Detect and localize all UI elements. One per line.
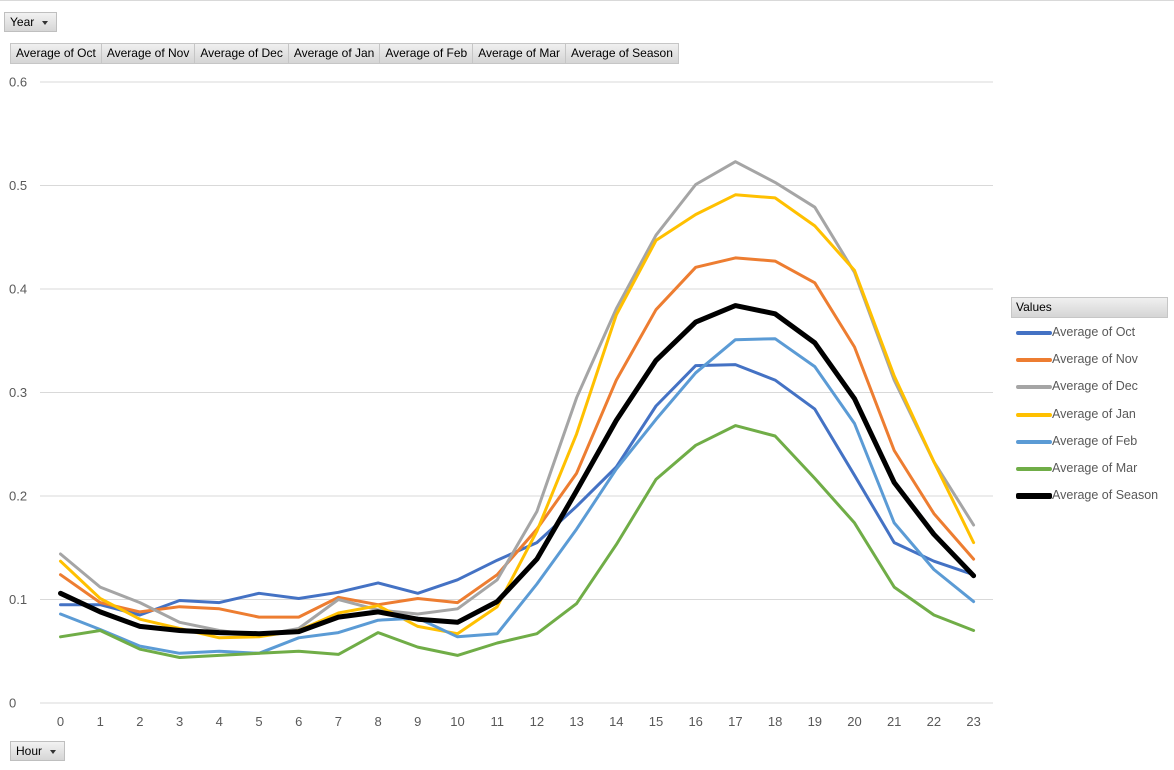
value-field-jan[interactable]: Average of Jan [288, 43, 381, 64]
series-line-average-of-mar[interactable] [59, 424, 976, 659]
x-axis-tick-labels: 0 1 2 3 4 5 6 7 8 9 10 11 12 13 14 15 16 17 18 19 20 21 22 23 [57, 714, 981, 729]
value-field-season[interactable]: Average of Season [566, 43, 679, 64]
x-tick-label: 20 [847, 714, 861, 729]
series-line-average-of-season[interactable] [58, 303, 977, 637]
y-tick-label: 0.6 [9, 75, 27, 90]
x-tick-label: 12 [530, 714, 544, 729]
legend-list: Average of Oct Average of Nov Average of D… [1011, 318, 1168, 508]
x-tick-label: 2 [136, 714, 143, 729]
x-tick-label: 14 [609, 714, 623, 729]
x-tick-label: 9 [414, 714, 421, 729]
x-tick-label: 17 [728, 714, 742, 729]
year-filter-label: Year [10, 15, 35, 29]
y-axis-tick-labels: 0 0.1 0.2 0.3 0.4 0.5 0.6 [9, 75, 27, 711]
x-tick-label: 4 [216, 714, 223, 729]
x-tick-label: 10 [450, 714, 464, 729]
legend-label: Average of Jan [1052, 406, 1136, 421]
x-tick-label: 0 [57, 714, 64, 729]
x-tick-label: 11 [490, 714, 504, 729]
top-border [0, 0, 1174, 1]
hour-filter-button[interactable]: Hour [10, 741, 65, 761]
legend-item[interactable]: Average of Mar [1011, 454, 1168, 481]
gridlines [40, 81, 993, 704]
year-filter-button[interactable]: Year [4, 12, 57, 32]
x-tick-label: 21 [887, 714, 901, 729]
legend: Values Average of Oct Average of Nov Avera… [1011, 297, 1168, 508]
x-tick-label: 13 [569, 714, 583, 729]
y-tick-label: 0 [9, 696, 16, 711]
series-lines [58, 160, 977, 659]
x-tick-label: 15 [649, 714, 663, 729]
legend-label: Average of Season [1052, 488, 1159, 503]
value-field-dec[interactable]: Average of Dec [195, 43, 289, 64]
legend-swatch [1016, 412, 1052, 417]
legend-swatch [1016, 466, 1052, 471]
value-field-mar[interactable]: Average of Mar [473, 43, 567, 64]
x-tick-label: 7 [335, 714, 342, 729]
legend-swatch [1016, 439, 1052, 444]
legend-title[interactable]: Values [1011, 297, 1168, 318]
legend-item[interactable]: Average of Season [1011, 481, 1168, 508]
value-field-nov[interactable]: Average of Nov [101, 43, 196, 64]
y-tick-label: 0.5 [9, 178, 27, 193]
legend-swatch [1016, 358, 1052, 363]
legend-label: Average of Feb [1052, 433, 1138, 448]
x-tick-label: 6 [295, 714, 302, 729]
series-line-average-of-dec[interactable] [59, 160, 976, 638]
x-tick-label: 16 [688, 714, 702, 729]
y-tick-label: 0.2 [9, 489, 27, 504]
x-tick-label: 23 [966, 714, 980, 729]
legend-label: Average of Oct [1052, 325, 1136, 339]
y-tick-label: 0.4 [9, 282, 27, 297]
legend-item[interactable]: Average of Feb [1011, 427, 1168, 454]
legend-label: Average of Nov [1052, 352, 1138, 367]
legend-item[interactable]: Average of Dec [1011, 372, 1168, 399]
x-tick-label: 8 [374, 714, 381, 729]
year-dropdown-arrow-icon[interactable] [42, 21, 48, 25]
x-tick-label: 3 [176, 714, 183, 729]
y-tick-label: 0.1 [9, 592, 27, 607]
values-field-buttons: Average of Oct Average of Nov Average of… [10, 43, 679, 64]
legend-swatch [1016, 493, 1052, 500]
x-tick-label: 1 [97, 714, 104, 729]
y-tick-label: 0.3 [9, 385, 27, 400]
legend-swatch [1016, 331, 1052, 335]
value-field-oct[interactable]: Average of Oct [10, 43, 102, 64]
x-tick-label: 5 [255, 714, 262, 729]
legend-label: Average of Dec [1052, 379, 1138, 394]
legend-item[interactable]: Average of Nov [1011, 345, 1168, 372]
legend-label: Average of Mar [1052, 460, 1138, 475]
legend-item[interactable]: Average of Jan [1011, 400, 1168, 427]
x-tick-label: 22 [927, 714, 941, 729]
value-field-feb[interactable]: Average of Feb [380, 43, 474, 64]
x-tick-label: 19 [808, 714, 822, 729]
series-line-average-of-jan[interactable] [59, 193, 976, 640]
x-tick-label: 18 [768, 714, 782, 729]
legend-swatch [1016, 385, 1052, 390]
series-line-average-of-feb[interactable] [59, 337, 976, 655]
hour-filter-label: Hour [16, 744, 43, 758]
hour-dropdown-arrow-icon[interactable] [50, 750, 56, 754]
legend-item[interactable]: Average of Oct [1011, 318, 1168, 345]
series-line-average-of-nov[interactable] [59, 256, 976, 619]
